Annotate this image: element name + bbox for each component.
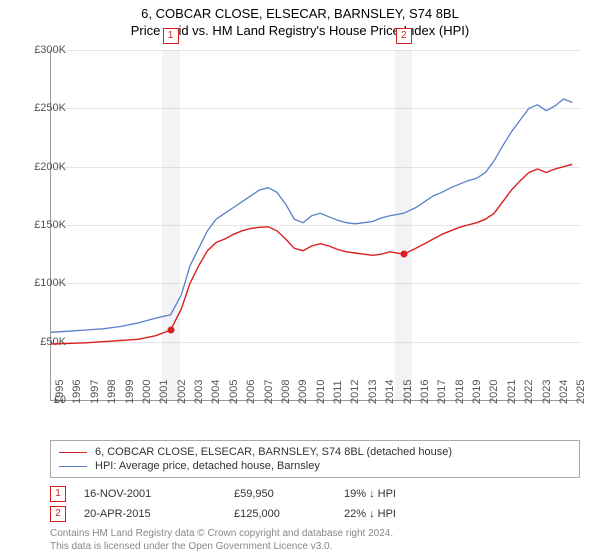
sale-point-dot — [400, 251, 407, 258]
sale-marker-1: 1 — [163, 28, 179, 44]
legend-item: HPI: Average price, detached house, Barn… — [59, 459, 571, 473]
legend-label: HPI: Average price, detached house, Barn… — [95, 460, 320, 472]
sale-vs-hpi: 22% ↓ HPI — [344, 508, 464, 520]
chart-title-subtitle: Price paid vs. HM Land Registry's House … — [0, 21, 600, 38]
legend-box: 6, COBCAR CLOSE, ELSECAR, BARNSLEY, S74 … — [50, 440, 580, 478]
legend-swatch — [59, 466, 87, 467]
sale-date: 20-APR-2015 — [84, 508, 234, 520]
footer-line-1: Contains HM Land Registry data © Crown c… — [50, 528, 393, 541]
legend-label: 6, COBCAR CLOSE, ELSECAR, BARNSLEY, S74 … — [95, 446, 452, 458]
footer-attribution: Contains HM Land Registry data © Crown c… — [50, 528, 393, 553]
sale-point-dot — [167, 327, 174, 334]
chart-container: 6, COBCAR CLOSE, ELSECAR, BARNSLEY, S74 … — [0, 0, 600, 560]
legend-item: 6, COBCAR CLOSE, ELSECAR, BARNSLEY, S74 … — [59, 445, 571, 459]
footer-line-2: This data is licensed under the Open Gov… — [50, 541, 393, 554]
sales-table: 1 16-NOV-2001£59,95019% ↓ HPI 2 20-APR-2015… — [50, 484, 464, 524]
legend-swatch — [59, 452, 87, 453]
chart-title-address: 6, COBCAR CLOSE, ELSECAR, BARNSLEY, S74 … — [0, 0, 600, 21]
sale-row-marker: 1 — [50, 486, 66, 502]
sale-marker-2: 2 — [396, 28, 412, 44]
sale-row: 1 16-NOV-2001£59,95019% ↓ HPI — [50, 484, 464, 504]
sale-price: £59,950 — [234, 488, 344, 500]
series-price_paid — [51, 164, 572, 344]
sale-date: 16-NOV-2001 — [84, 488, 234, 500]
line-layer — [51, 50, 581, 400]
sale-row: 2 20-APR-2015£125,00022% ↓ HPI — [50, 504, 464, 524]
plot-area: 12 — [50, 50, 581, 401]
series-hpi — [51, 99, 572, 332]
sale-vs-hpi: 19% ↓ HPI — [344, 488, 464, 500]
sale-price: £125,000 — [234, 508, 344, 520]
sale-row-marker: 2 — [50, 506, 66, 522]
